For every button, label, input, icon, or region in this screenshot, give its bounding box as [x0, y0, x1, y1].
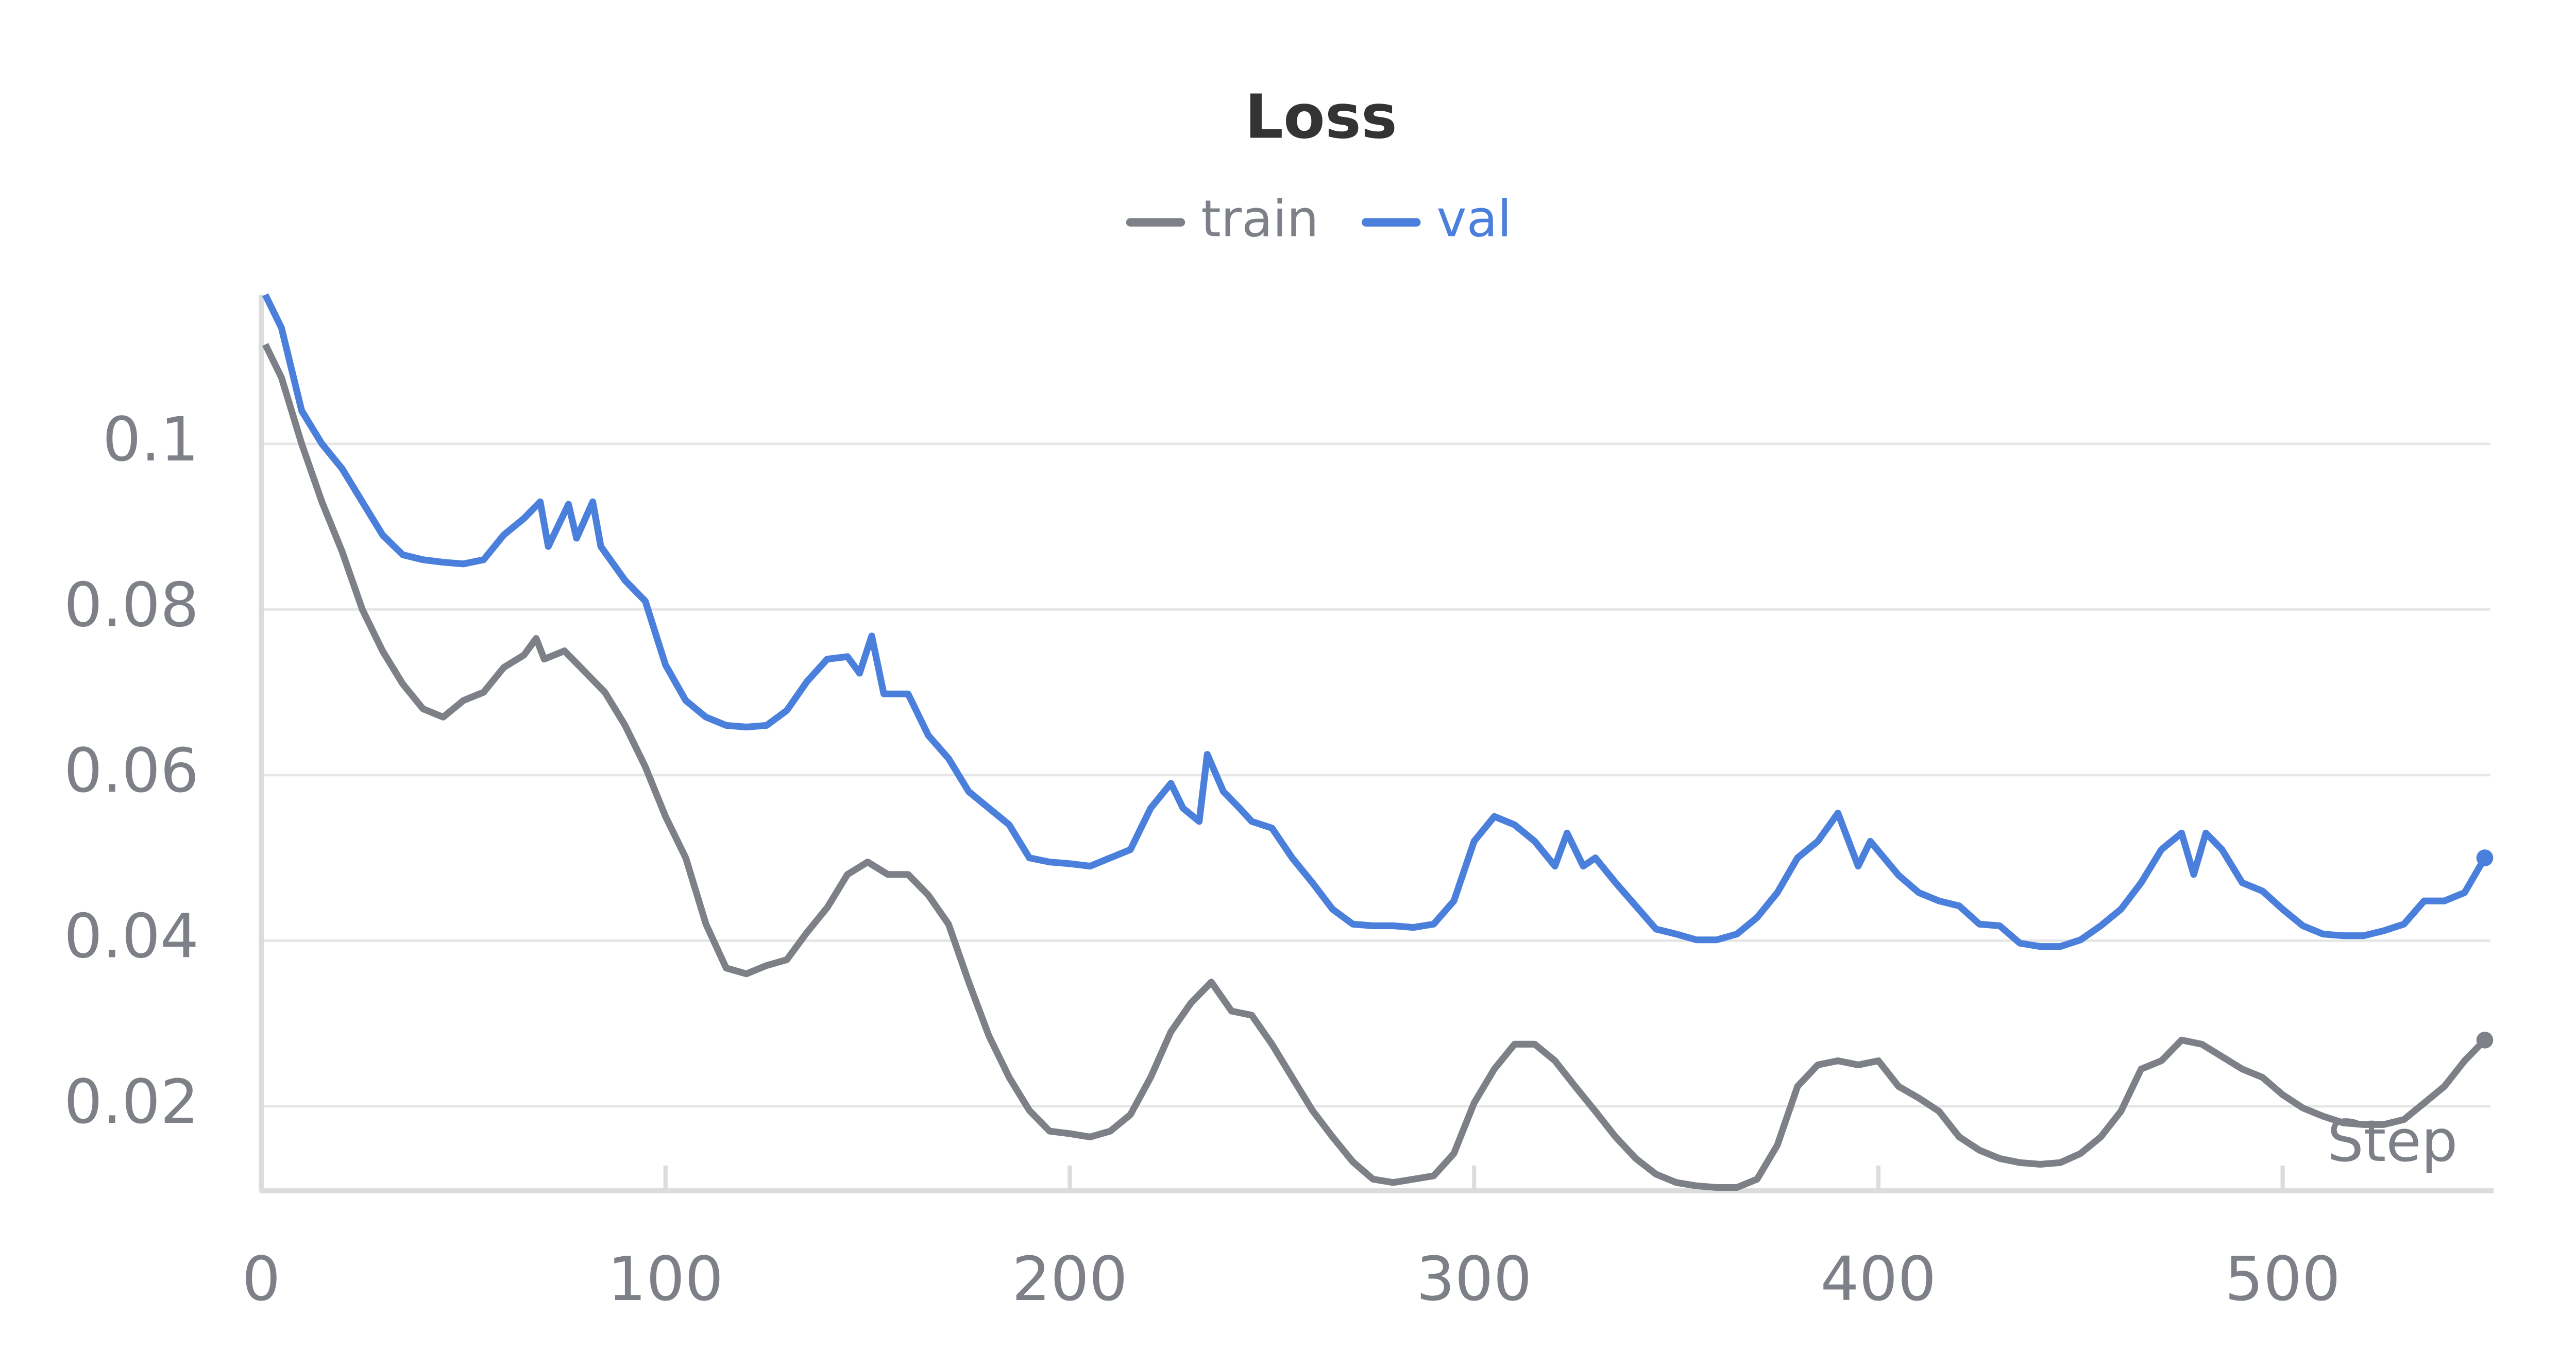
- y-tick-label: 0.08: [64, 570, 199, 640]
- legend: train val: [1126, 190, 1512, 249]
- x-tick-label: 200: [1012, 1244, 1128, 1314]
- x-tick-label: 100: [607, 1244, 723, 1314]
- plot-area: [262, 293, 2494, 1191]
- x-axis-label: Step: [2327, 1108, 2458, 1175]
- x-tick-label: 400: [1821, 1244, 1937, 1314]
- end-point: [2476, 849, 2494, 866]
- chart-title: Loss: [1245, 82, 1397, 152]
- legend-label: val: [1437, 190, 1512, 249]
- x-tick-label: 0: [242, 1244, 281, 1314]
- series-line: [262, 343, 2487, 1191]
- y-tick-label: 0.02: [64, 1067, 199, 1137]
- x-tick-label: 500: [2225, 1244, 2341, 1314]
- x-tick-label: 300: [1416, 1244, 1532, 1314]
- y-tick-label: 0.06: [64, 736, 199, 806]
- series-line: [262, 293, 2488, 950]
- end-point: [2476, 1031, 2494, 1049]
- legend-label: train: [1201, 190, 1318, 249]
- y-tick-label: 0.1: [103, 404, 199, 475]
- y-tick-label: 0.04: [64, 901, 199, 972]
- grid: 0.02 0.04 0.06 0.08 0.1 0 100 200 300 400 500: [64, 404, 2490, 1314]
